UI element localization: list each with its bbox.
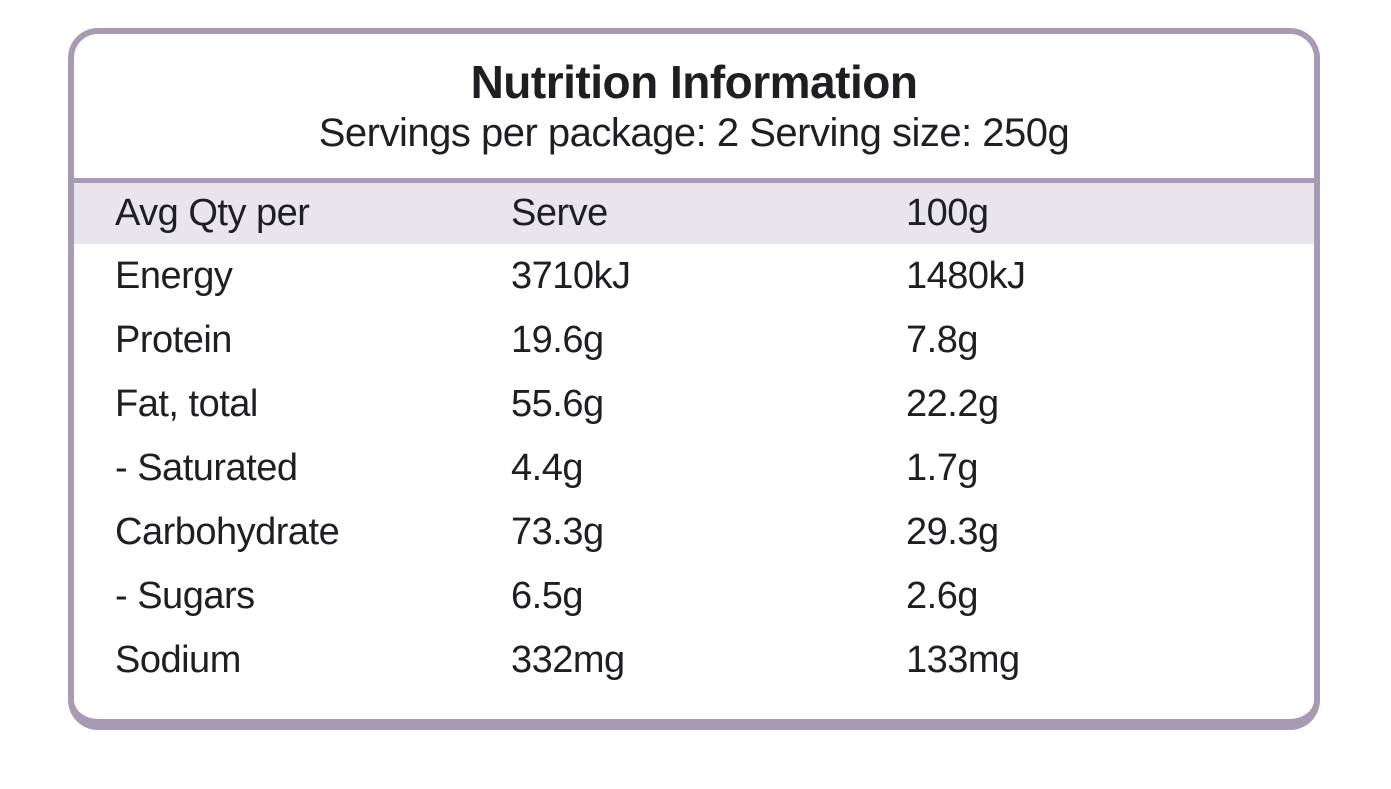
nutrient-name: - Saturated [115,446,298,489]
header-divider [74,178,1314,183]
table-row: - Sugars 6.5g 2.6g [74,564,1314,628]
value-per-100g: 133mg [906,638,1020,681]
header-col-serve: Serve [511,192,608,234]
value-per-serve: 55.6g [511,382,604,425]
value-per-serve: 3710kJ [511,254,631,297]
header-col-100g: 100g [906,192,989,234]
nutrient-name: Energy [115,254,233,297]
label-title: Nutrition Information [470,55,918,108]
table-row: Fat, total 55.6g 22.2g [74,372,1314,436]
nutrient-name: - Sugars [115,574,255,617]
nutrient-name: Fat, total [115,382,258,425]
nutrition-label: Nutrition Information Servings per packa… [68,28,1320,730]
value-per-100g: 1480kJ [906,254,1026,297]
table-header-row: Avg Qty per Serve 100g [74,183,1314,244]
value-per-serve: 332mg [511,638,625,681]
value-per-100g: 1.7g [906,446,978,489]
label-title-area: Nutrition Information Servings per packa… [74,34,1314,178]
header-col-nutrient: Avg Qty per [115,192,310,234]
value-per-serve: 6.5g [511,574,583,617]
table-row: - Saturated 4.4g 1.7g [74,436,1314,500]
serving-info: Servings per package: 2 Serving size: 25… [318,111,1070,156]
value-per-serve: 19.6g [511,318,604,361]
value-per-100g: 22.2g [906,382,999,425]
value-per-serve: 4.4g [511,446,583,489]
nutrient-name: Protein [115,318,232,361]
value-per-100g: 2.6g [906,574,978,617]
value-per-100g: 7.8g [906,318,978,361]
table-row: Sodium 332mg 133mg [74,628,1314,692]
table-row: Energy 3710kJ 1480kJ [74,244,1314,308]
nutrient-name: Sodium [115,638,241,681]
value-per-serve: 73.3g [511,510,604,553]
table-row: Carbohydrate 73.3g 29.3g [74,500,1314,564]
nutrient-name: Carbohydrate [115,510,340,553]
value-per-100g: 29.3g [906,510,999,553]
table-row: Protein 19.6g 7.8g [74,308,1314,372]
